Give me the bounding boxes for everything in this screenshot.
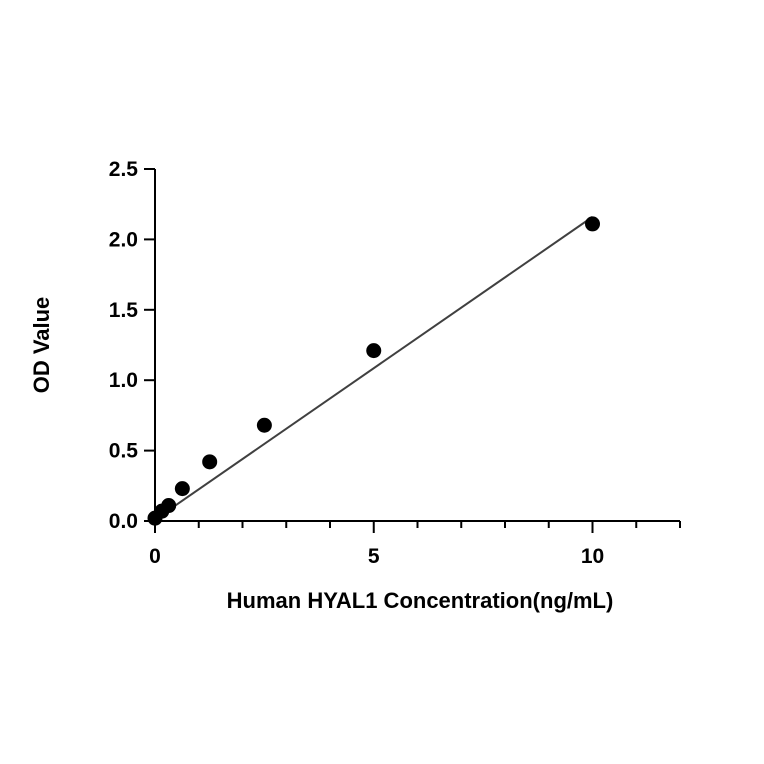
y-tick-label: 0.0 [109,510,138,533]
x-tick-label: 10 [581,545,604,568]
y-tick-label: 2.5 [109,158,139,181]
y-tick-label: 1.0 [109,369,138,392]
fit-line [154,216,594,521]
x-axis-title: Human HYAL1 Concentration(ng/mL) [227,588,614,613]
y-tick-label: 1.5 [109,299,139,322]
data-points [147,216,600,526]
data-point [366,343,382,359]
y-tick-label: 2.0 [109,228,138,251]
x-tick-label: 5 [368,545,380,568]
data-point [585,216,600,232]
x-tick-label: 0 [149,545,161,568]
data-point [161,498,177,514]
data-point [202,454,218,470]
y-axis-title: OD Value [29,297,54,394]
y-tick-label: 0.5 [109,440,139,463]
axes [154,169,680,522]
y-ticks: 0.0 0.5 1.0 1.5 2.0 2.5 [109,158,155,533]
data-point [174,481,190,497]
data-point [256,417,272,433]
x-ticks: 0 5 10 [149,521,681,568]
